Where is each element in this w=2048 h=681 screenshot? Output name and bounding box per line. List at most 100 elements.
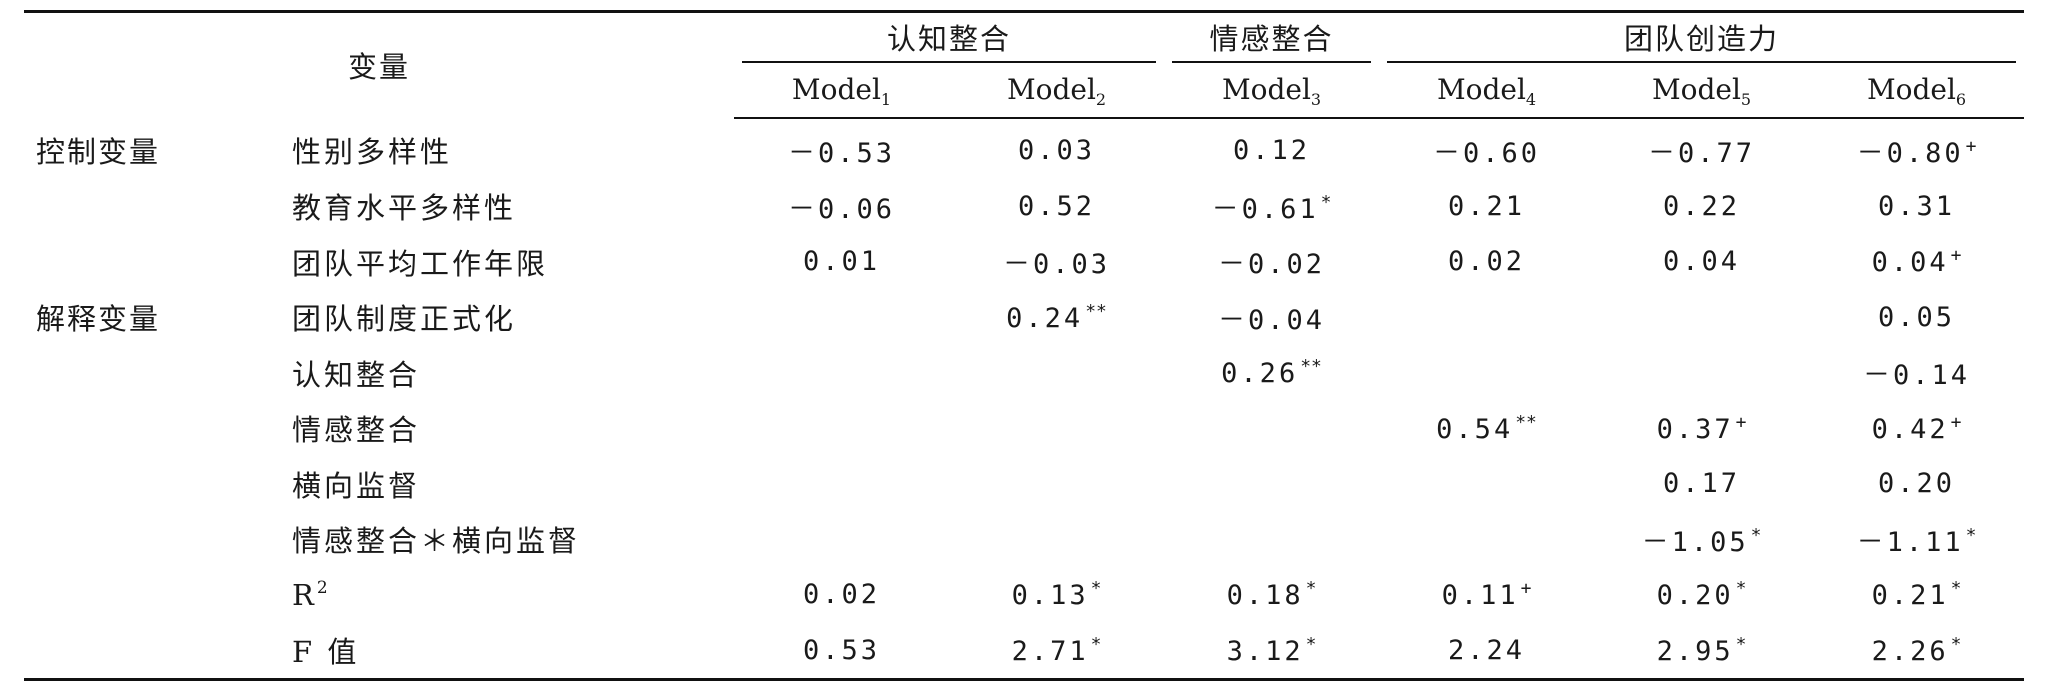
- cell-model-3: －0.04: [1164, 290, 1379, 346]
- group-header-label: 团队创造力: [1624, 22, 1780, 56]
- significance-marker: *: [1965, 524, 1977, 546]
- model-label: Model3: [1221, 72, 1322, 109]
- row-variable-label: 团队制度正式化: [292, 302, 517, 337]
- cell-model-5: －1.05 *: [1594, 512, 1809, 568]
- model-subscript: 4: [1525, 89, 1537, 109]
- cell-model-1: [734, 512, 949, 568]
- cell-model-1: 0.01: [734, 234, 949, 290]
- row-group-label: [24, 567, 254, 623]
- cell-model-5: 0.37 +: [1594, 401, 1809, 457]
- cell-value: 0.26: [1221, 358, 1299, 390]
- table-row: F 值 0.53 2.71 * 3.12 * 2.24 2.95 * 2.26 *: [24, 623, 2024, 680]
- model-label: Model5: [1651, 72, 1752, 109]
- significance-marker: +: [1950, 245, 1962, 267]
- group-header-label: 情感整合: [1209, 22, 1334, 56]
- cell-value: 0.20: [1656, 580, 1734, 612]
- significance-marker: **: [1515, 411, 1537, 433]
- cell-value: 2.24: [1448, 634, 1526, 666]
- cell-model-6: 0.42 +: [1809, 401, 2024, 457]
- row-variable-label: 横向监督: [292, 468, 421, 503]
- cell-value: －0.61: [1211, 193, 1319, 225]
- cell-value: 0.03: [1018, 135, 1096, 167]
- model-header-3: Model3: [1164, 63, 1380, 119]
- row-variable-label: 团队平均工作年限: [292, 246, 549, 281]
- cell-model-2: [949, 401, 1164, 457]
- cell-model-5: －0.77: [1594, 118, 1809, 179]
- model-header-2: Model2: [949, 63, 1165, 119]
- variable-superscript: 2: [316, 577, 331, 598]
- model-subscript: 3: [1310, 89, 1322, 109]
- model-header-6: Model6: [1809, 63, 2025, 119]
- significance-marker: +: [1735, 411, 1747, 433]
- row-variable-label: R2: [292, 577, 331, 612]
- cell-value: 3.12: [1226, 635, 1304, 667]
- significance-marker: **: [1300, 356, 1322, 378]
- row-variable-label: 情感整合: [292, 413, 421, 448]
- cell-value: 0.02: [1448, 246, 1526, 278]
- cell-model-6: 0.04 +: [1809, 234, 2024, 290]
- cell-value: 0.17: [1663, 468, 1741, 500]
- cell-model-3: －0.61 *: [1164, 179, 1379, 235]
- model-label: Model1: [791, 72, 892, 109]
- cell-model-5: 0.17: [1594, 456, 1809, 512]
- cell-model-3: 0.12: [1164, 118, 1379, 179]
- cell-value: －0.80: [1856, 138, 1964, 170]
- cell-model-2: －0.03: [949, 234, 1164, 290]
- model-label: Model4: [1436, 72, 1537, 109]
- group-underline: [1387, 61, 2017, 63]
- model-subscript: 2: [1095, 89, 1107, 109]
- cell-value: 0.04: [1663, 246, 1741, 278]
- cell-value: 0.11: [1441, 580, 1519, 612]
- cell-value: －0.14: [1863, 360, 1971, 392]
- table-row: 教育水平多样性 －0.06 0.52 －0.61 * 0.21 0.22 0.31: [24, 179, 2024, 235]
- cell-model-2: [949, 512, 1164, 568]
- cell-model-2: [949, 456, 1164, 512]
- cell-value: 0.54: [1436, 413, 1514, 445]
- cell-model-2: 0.52: [949, 179, 1164, 235]
- model-header-5: Model5: [1594, 63, 1810, 119]
- cell-model-4: 2.24: [1379, 623, 1594, 680]
- cell-model-3: [1164, 401, 1379, 457]
- row-variable-label: 性别多样性: [292, 135, 453, 170]
- cell-value: 0.53: [803, 634, 881, 666]
- cell-value: 0.20: [1878, 468, 1956, 500]
- model-label: Model6: [1866, 72, 1967, 109]
- group-header-cognitive: 认知整合: [734, 12, 1164, 63]
- cell-model-3: 0.26 **: [1164, 345, 1379, 401]
- row-group-label: [24, 345, 254, 401]
- cell-model-3: [1164, 456, 1379, 512]
- cell-model-2: 0.13 *: [949, 567, 1164, 623]
- cell-value: 0.02: [803, 579, 881, 611]
- table-row: 认知整合 0.26 ** －0.14: [24, 345, 2024, 401]
- table-row: 团队平均工作年限 0.01 －0.03 －0.02 0.02 0.04 0.04 +: [24, 234, 2024, 290]
- cell-value: －0.02: [1218, 249, 1326, 281]
- model-header-1: Model1: [734, 63, 950, 119]
- cell-value: 0.13: [1011, 580, 1089, 612]
- model-label: Model2: [1006, 72, 1107, 109]
- cell-model-5: 0.20 *: [1594, 567, 1809, 623]
- row-variable-label: F 值: [292, 635, 360, 670]
- cell-value: －0.60: [1433, 138, 1541, 170]
- cell-value: －0.04: [1218, 304, 1326, 336]
- cell-model-4: －0.60: [1379, 118, 1594, 179]
- row-group-label: [24, 512, 254, 568]
- cell-value: 0.21: [1448, 190, 1526, 222]
- group-header-label: 认知整合: [887, 22, 1012, 56]
- cell-model-1: 0.53: [734, 623, 949, 680]
- cell-value: 0.21: [1871, 580, 1949, 612]
- cell-value: 0.04: [1871, 247, 1949, 279]
- table-row: 解释变量 团队制度正式化 0.24 ** －0.04 0.05: [24, 290, 2024, 346]
- cell-model-1: [734, 290, 949, 346]
- cell-model-4: [1379, 290, 1594, 346]
- cell-value: －0.03: [1003, 249, 1111, 281]
- model-subscript: 1: [880, 89, 892, 109]
- cell-model-1: [734, 401, 949, 457]
- significance-marker: *: [1950, 633, 1962, 655]
- regression-table: 变量 认知整合 情感整合 团队创造力 Model1 Model2 Model3 Mod…: [24, 10, 2025, 681]
- cell-value: －1.05: [1641, 526, 1749, 558]
- cell-value: 0.31: [1878, 190, 1956, 222]
- significance-marker: *: [1735, 578, 1747, 600]
- cell-model-1: 0.02: [734, 567, 949, 623]
- cell-model-3: －0.02: [1164, 234, 1379, 290]
